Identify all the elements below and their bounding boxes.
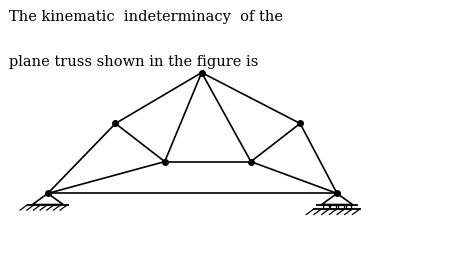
Text: The kinematic  indeterminacy  of the: The kinematic indeterminacy of the bbox=[9, 10, 284, 24]
Bar bbox=[338, 205, 344, 209]
Text: plane truss shown in the figure is: plane truss shown in the figure is bbox=[9, 55, 259, 69]
Bar bbox=[330, 205, 336, 209]
Bar bbox=[323, 205, 329, 209]
Bar bbox=[346, 205, 351, 209]
